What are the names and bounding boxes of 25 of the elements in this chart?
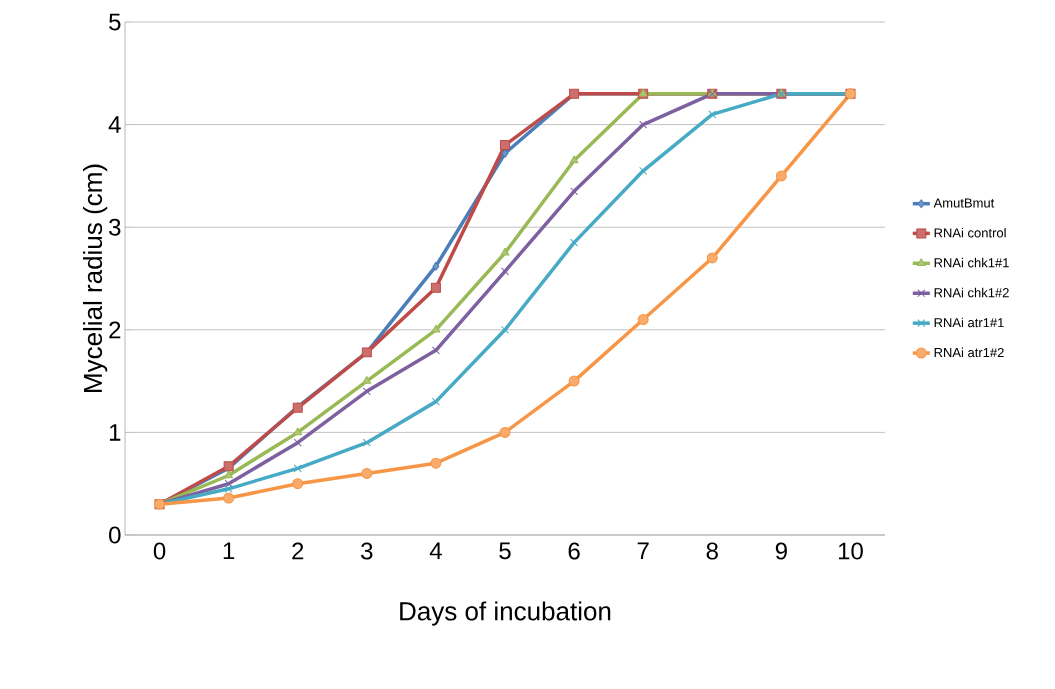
x-axis-title: Days of incubation bbox=[400, 601, 611, 626]
x-tick-label: 2 bbox=[292, 542, 304, 560]
legend-label: RNAi chk1#1 bbox=[934, 257, 1009, 268]
y-tick-label: 2 bbox=[109, 321, 121, 339]
legend-label: RNAi control bbox=[934, 227, 1006, 238]
x-tick-label: 10 bbox=[838, 542, 863, 560]
y-axis-title: Mycelial radius (cm) bbox=[83, 164, 108, 392]
legend-label: RNAi chk1#2 bbox=[934, 287, 1009, 298]
x-tick-label: 8 bbox=[706, 542, 718, 560]
legend-label: RNAi atr1#2 bbox=[934, 347, 1004, 358]
x-tick-label: 0 bbox=[153, 542, 166, 560]
y-tick-label: 4 bbox=[108, 116, 121, 133]
y-tick-label: 1 bbox=[109, 424, 121, 441]
x-tick-label: 3 bbox=[361, 542, 373, 560]
x-tick-label: 4 bbox=[429, 542, 442, 560]
legend-label: AmutBmut bbox=[933, 198, 995, 208]
legend-label: RNAi atr1#1 bbox=[934, 317, 1004, 328]
y-tick-label: 0 bbox=[109, 526, 121, 544]
y-tick-label: 5 bbox=[109, 13, 121, 31]
x-tick-label: 9 bbox=[775, 542, 787, 560]
x-tick-label: 6 bbox=[568, 542, 580, 560]
x-tick-label: 5 bbox=[499, 542, 511, 560]
x-tick-label: 7 bbox=[637, 542, 649, 560]
y-tick-label: 3 bbox=[109, 218, 121, 236]
x-tick-label: 1 bbox=[223, 542, 235, 560]
